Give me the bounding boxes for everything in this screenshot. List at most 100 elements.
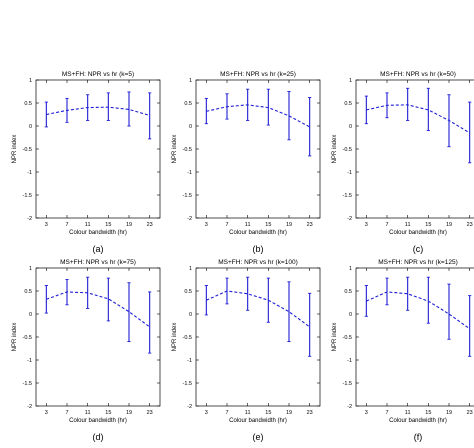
y-tick-label: 0.5 xyxy=(184,101,192,107)
x-tick-label: 23 xyxy=(307,222,313,228)
series-line-mean xyxy=(206,290,310,328)
x-tick-label: 19 xyxy=(126,222,132,228)
chart-panel-d: MS+FH: NPR vs hr (k=75) -2 -1.5 -1 -0.5 0 0.5 1… xyxy=(12,259,161,442)
x-tick-label: 11 xyxy=(85,410,91,416)
x-axis-label: Colour bandwidth (hr) xyxy=(229,230,287,236)
y-tick-label: -2 xyxy=(27,216,32,222)
panel-label: (b) xyxy=(253,244,264,254)
x-tick-label: 3 xyxy=(205,410,208,416)
panel-label: (d) xyxy=(93,432,104,442)
y-tick-label: -1.5 xyxy=(343,381,352,387)
plot-frame xyxy=(195,267,321,407)
x-tick-label: 23 xyxy=(467,222,473,228)
x-axis-label: Colour bandwidth (hr) xyxy=(389,418,447,424)
y-tick-label: 1 xyxy=(29,78,32,84)
x-tick-label: 7 xyxy=(65,410,68,416)
x-tick-label: 7 xyxy=(65,222,68,228)
y-axis-label: NPR index xyxy=(12,323,18,352)
y-tick-label: -1 xyxy=(347,358,352,364)
x-tick-label: 19 xyxy=(446,222,452,228)
x-tick-label: 7 xyxy=(385,222,388,228)
x-axis-label: Colour bandwidth (hr) xyxy=(69,418,127,424)
plot-frame xyxy=(35,267,161,407)
chart-title: MS+FH: NPR vs hr (k=100) xyxy=(218,259,297,266)
y-tick-label: -0.5 xyxy=(183,335,192,341)
y-axis-label: NPR index xyxy=(332,323,338,352)
x-tick-label: 3 xyxy=(365,410,368,416)
y-tick-label: -0.5 xyxy=(343,147,352,153)
y-tick-label: 0.5 xyxy=(344,101,352,107)
y-tick-label: -1 xyxy=(347,170,352,176)
y-tick-label: 0 xyxy=(29,312,32,318)
y-tick-label: 0.5 xyxy=(344,289,352,295)
x-tick-label: 11 xyxy=(405,410,411,416)
plot-frame xyxy=(195,79,321,219)
y-tick-label: 0.5 xyxy=(24,101,32,107)
x-axis-label: Colour bandwidth (hr) xyxy=(69,230,127,236)
x-tick-label: 15 xyxy=(425,410,431,416)
panel-label: (f) xyxy=(414,432,423,442)
y-tick-label: 1 xyxy=(189,78,192,84)
y-axis-label: NPR index xyxy=(172,135,178,164)
chart-panel-e: MS+FH: NPR vs hr (k=100) -2 -1.5 -1 -0.5 0 0.5… xyxy=(172,259,321,442)
y-tick-label: -1.5 xyxy=(23,193,32,199)
plot-frame xyxy=(355,267,474,407)
x-axis-label: Colour bandwidth (hr) xyxy=(389,230,447,236)
x-tick-label: 3 xyxy=(205,222,208,228)
panel-label: (c) xyxy=(413,244,424,254)
y-tick-label: -0.5 xyxy=(23,147,32,153)
panel-label: (a) xyxy=(93,244,104,254)
x-tick-label: 7 xyxy=(225,222,228,228)
y-tick-label: -1 xyxy=(27,170,32,176)
chart-panel-b: MS+FH: NPR vs hr (k=25) -2 -1.5 -1 -0.5 0 0.5 1… xyxy=(172,71,321,254)
chart-title: MS+FH: NPR vs hr (k=25) xyxy=(220,71,296,78)
x-tick-label: 3 xyxy=(45,222,48,228)
y-tick-label: 0 xyxy=(189,312,192,318)
x-tick-label: 11 xyxy=(245,410,251,416)
y-tick-label: -2 xyxy=(187,216,192,222)
y-axis-label: NPR index xyxy=(172,323,178,352)
panel-label: (e) xyxy=(253,432,264,442)
chart-title: MS+FH: NPR vs hr (k=75) xyxy=(60,259,136,266)
series-line-mean xyxy=(206,104,310,128)
x-tick-label: 19 xyxy=(126,410,132,416)
x-tick-label: 19 xyxy=(286,222,292,228)
y-tick-label: -2 xyxy=(347,216,352,222)
chart-title: MS+FH: NPR vs hr (k=125) xyxy=(378,259,457,266)
y-tick-label: 1 xyxy=(349,266,352,272)
chart-panel-a: MS+FH: NPR vs hr (k=5) -2 -1.5 -1 -0.5 0 0.5 1 3… xyxy=(12,71,161,254)
x-tick-label: 7 xyxy=(225,410,228,416)
x-tick-label: 3 xyxy=(365,222,368,228)
chart-panel-f: MS+FH: NPR vs hr (k=125) -2 -1.5 -1 -0.5 0 0.5… xyxy=(332,259,474,442)
x-tick-label: 15 xyxy=(265,410,271,416)
y-tick-label: 0.5 xyxy=(24,289,32,295)
y-tick-label: 0.5 xyxy=(184,289,192,295)
series-line-mean xyxy=(46,291,150,328)
x-tick-label: 3 xyxy=(45,410,48,416)
series-line-mean xyxy=(46,106,150,116)
y-tick-label: 1 xyxy=(29,266,32,272)
y-tick-label: 0 xyxy=(29,124,32,130)
plot-frame xyxy=(355,79,474,219)
y-tick-label: 1 xyxy=(349,78,352,84)
y-tick-label: -1 xyxy=(187,358,192,364)
x-tick-label: 15 xyxy=(105,222,111,228)
chart-title: MS+FH: NPR vs hr (k=5) xyxy=(62,71,134,78)
x-tick-label: 15 xyxy=(425,222,431,228)
x-tick-label: 15 xyxy=(265,222,271,228)
y-tick-label: 0 xyxy=(349,312,352,318)
y-tick-label: -2 xyxy=(187,404,192,410)
x-tick-label: 11 xyxy=(85,222,91,228)
y-axis-label: NPR index xyxy=(12,135,18,164)
plot-frame xyxy=(35,79,161,219)
x-axis-label: Colour bandwidth (hr) xyxy=(229,418,287,424)
x-tick-label: 19 xyxy=(286,410,292,416)
x-tick-label: 23 xyxy=(147,222,153,228)
chart-panel-c: MS+FH: NPR vs hr (k=50) -2 -1.5 -1 -0.5 0 0.5 1… xyxy=(332,71,474,254)
y-tick-label: -1 xyxy=(187,170,192,176)
y-tick-label: -1 xyxy=(27,358,32,364)
x-tick-label: 23 xyxy=(467,410,473,416)
series-line-mean xyxy=(366,104,470,134)
y-tick-label: -0.5 xyxy=(183,147,192,153)
